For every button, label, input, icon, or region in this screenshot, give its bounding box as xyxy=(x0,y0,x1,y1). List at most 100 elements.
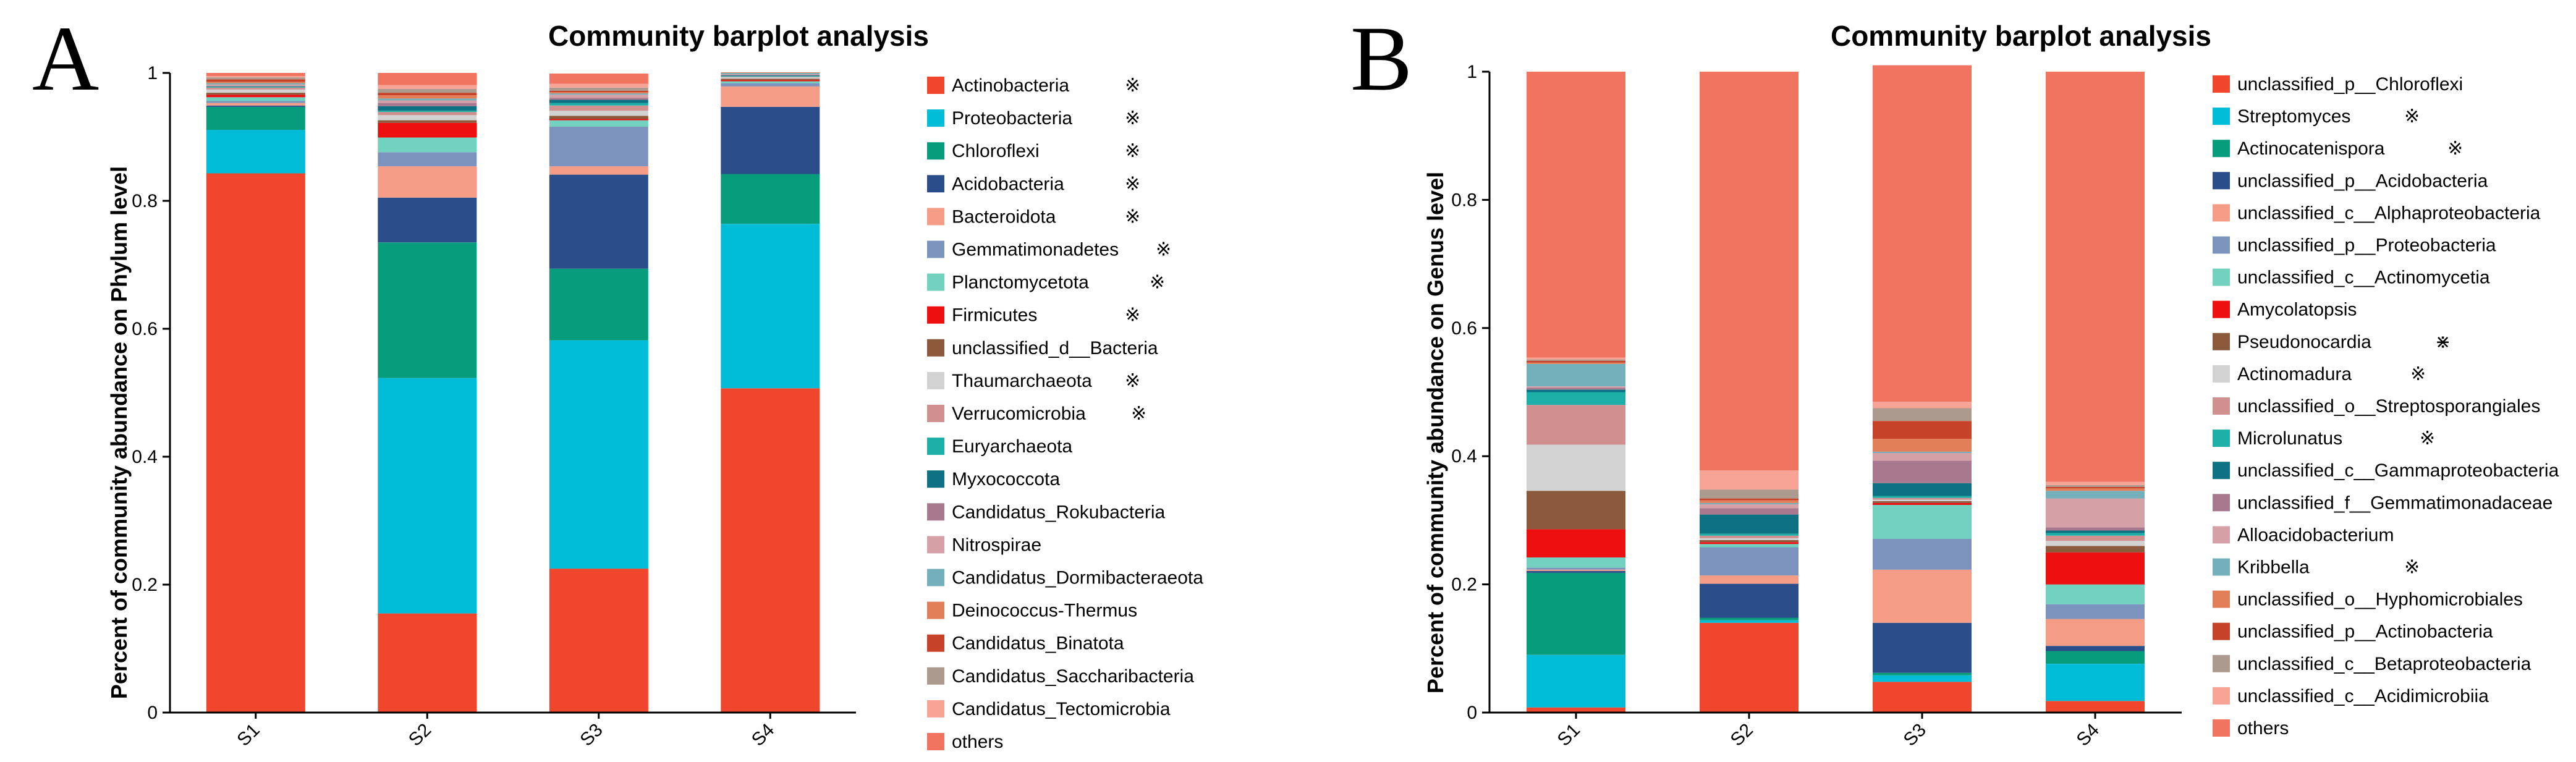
panel-a-legend-swatch xyxy=(927,142,944,160)
panel-a-bar-s4-series-6 xyxy=(721,81,820,83)
panel-b-legend-label: unclassified_o__Streptosporangiales xyxy=(2237,396,2540,417)
panel-a-bar-s4-series-14 xyxy=(721,74,820,75)
panel-a-bar-s3-series-17 xyxy=(549,91,648,93)
panel-b-bar-s3-series-11 xyxy=(1873,496,1972,498)
panel-a-bar-s2-series-2 xyxy=(378,242,477,378)
panel-a-bar-s3-series-3 xyxy=(549,174,648,269)
panel-b-bar-s3-series-7 xyxy=(1873,502,1972,505)
panel-b-x-tick-label-s3: S3 xyxy=(1900,720,1930,750)
panel-b-legend: unclassified_p__Chloroflexi Streptomyces ※… xyxy=(2213,74,2559,739)
panel-b-bar-s2-series-12 xyxy=(1700,514,1799,534)
panel-b-bar-s4-series-17 xyxy=(2046,487,2145,489)
panel-a-bar-s3-series-11 xyxy=(549,103,648,106)
panel-a-bar-s3-series-14 xyxy=(549,95,648,98)
panel-b-bar-s3-series-1 xyxy=(1873,675,1972,682)
panel-a-bar-s3-series-2 xyxy=(549,268,648,341)
panel-a-bar-s1-series-6 xyxy=(206,97,305,101)
panel-a-legend-swatch xyxy=(927,536,944,554)
panel-b-bar-s4-series-2 xyxy=(2046,651,2145,664)
panel-b-legend-label: Kribbella xyxy=(2237,557,2310,578)
panel-a-bar-s1-series-20 xyxy=(206,73,305,77)
panel-a-legend-label: Chloroflexi xyxy=(952,141,1040,161)
panel-b-bar-s2-series-10 xyxy=(1700,535,1799,538)
panel-a-y-tick-label: 1 xyxy=(147,63,158,83)
panel-b-bar-s2-series-8 xyxy=(1700,540,1799,543)
panel-b-bars xyxy=(1527,65,2145,713)
panel-b-bar-s3-series-10 xyxy=(1873,497,1972,500)
panel-b-legend-label: unclassified_c__Betaproteobacteria xyxy=(2237,654,2532,674)
panel-a-legend-swatch xyxy=(927,240,944,258)
panel-b-bar-s2-series-16 xyxy=(1700,500,1799,503)
panel-a-bar-s1-series-0 xyxy=(206,173,305,713)
panel-b-legend-swatch xyxy=(2213,494,2230,512)
panel-b-legend-swatch xyxy=(2213,75,2230,93)
panel-b-bar-s2-series-4 xyxy=(1700,575,1799,584)
panel-b-bar-s1-series-0 xyxy=(1527,707,1625,713)
panel-a-legend-label: Euryarchaeota xyxy=(952,436,1072,457)
panel-b-bar-s4-series-18 xyxy=(2046,485,2145,487)
panel-a-x-tick-label-s1: S1 xyxy=(233,720,263,750)
panel-a-legend-swatch xyxy=(927,405,944,422)
panel-a-bar-s1-series-2 xyxy=(206,106,305,130)
panel-a-bar-s3-series-12 xyxy=(549,99,648,103)
panel-b-bar-s2-series-19 xyxy=(1700,470,1799,490)
panel-b-bar-s4-series-12 xyxy=(2046,530,2145,533)
panel-a-bar-s1-series-9 xyxy=(206,89,305,93)
panel-a-bar-s1-series-8 xyxy=(206,93,305,95)
panel-b-bar-s4-series-20 xyxy=(2046,72,2145,482)
panel-a-legend-label: others xyxy=(952,732,1003,752)
panel-a-legend-significance-mark: ※ xyxy=(1125,108,1140,129)
panel-b-legend-swatch xyxy=(2213,719,2230,737)
panel-a-bar-s2-series-10 xyxy=(378,112,477,116)
panel-b-bar-s3-series-3 xyxy=(1873,622,1972,673)
panel-b-legend-label: others xyxy=(2237,718,2289,739)
panel-a: A Community barplot analysis Percent of … xyxy=(32,7,1203,752)
panel-b-legend-label: unclassified_o__Hyphomicrobiales xyxy=(2237,590,2523,610)
panel-b-bar-s3-series-16 xyxy=(1873,439,1972,452)
panel-b-bar-s1-series-14 xyxy=(1527,386,1625,388)
panel-a-bar-s2-series-1 xyxy=(378,378,477,614)
panel-a-bar-s1-series-19 xyxy=(206,76,305,78)
panel-b-legend-swatch xyxy=(2213,558,2230,576)
panel-b-bar-s1-series-1 xyxy=(1527,654,1625,708)
panel-a-bar-s3-series-20 xyxy=(549,74,648,84)
panel-a-bar-s4-series-5 xyxy=(721,83,820,87)
panel-a-legend-swatch xyxy=(927,601,944,619)
panel-b-legend-swatch xyxy=(2213,140,2230,158)
panel-a-bar-s2-series-6 xyxy=(378,137,477,153)
panel-b-y-tick-label: 0.4 xyxy=(1451,446,1477,467)
panel-a-bar-s2-series-8 xyxy=(378,120,477,123)
panel-b-bar-s4-series-19 xyxy=(2046,481,2145,485)
panel-a-bar-s1-series-5 xyxy=(206,101,305,103)
panel-a-bar-s1-series-7 xyxy=(206,95,305,98)
panel-a-legend-swatch xyxy=(927,109,944,127)
panel-a-legend-swatch xyxy=(927,208,944,226)
panel-a-bar-s2-series-12 xyxy=(378,106,477,111)
panel-a-bar-s1-series-18 xyxy=(206,77,305,80)
panel-b-bar-s1-series-7 xyxy=(1527,529,1625,557)
panel-b-legend-swatch xyxy=(2213,590,2230,608)
panel-b-bar-s3-series-5 xyxy=(1873,539,1972,570)
panel-a-legend-swatch xyxy=(927,438,944,455)
panel-a-bar-s1-series-10 xyxy=(206,87,305,90)
panel-b-bar-s2-series-17 xyxy=(1700,498,1799,501)
panel-a-bar-s2-series-5 xyxy=(378,152,477,167)
panel-b-x-tick-label-s1: S1 xyxy=(1554,720,1584,750)
panel-a-bar-s1-series-16 xyxy=(206,82,305,83)
panel-b-legend-swatch xyxy=(2213,430,2230,447)
panel-b-bar-s3-series-13 xyxy=(1873,460,1972,483)
panel-b-bar-s2-series-11 xyxy=(1700,533,1799,536)
panel-a-bar-s1-series-13 xyxy=(206,85,305,87)
panel-a-legend-swatch xyxy=(927,569,944,586)
panel-b-bar-s3-series-19 xyxy=(1873,402,1972,409)
panel-a-bar-s2-series-4 xyxy=(378,166,477,198)
panel-a-y-tick-label: 0.2 xyxy=(132,575,158,595)
panel-b-bar-s1-series-2 xyxy=(1527,572,1625,655)
panel-b-bar-s1-series-15 xyxy=(1527,363,1625,387)
panel-b-legend-swatch xyxy=(2213,687,2230,705)
panel-b-bar-s4-series-9 xyxy=(2046,541,2145,546)
panel-b-bar-s1-series-17 xyxy=(1527,360,1625,363)
panel-b-legend-label: unclassified_p__Proteobacteria xyxy=(2237,235,2496,256)
panel-a-legend-label: Candidatus_Saccharibacteria xyxy=(952,666,1194,687)
